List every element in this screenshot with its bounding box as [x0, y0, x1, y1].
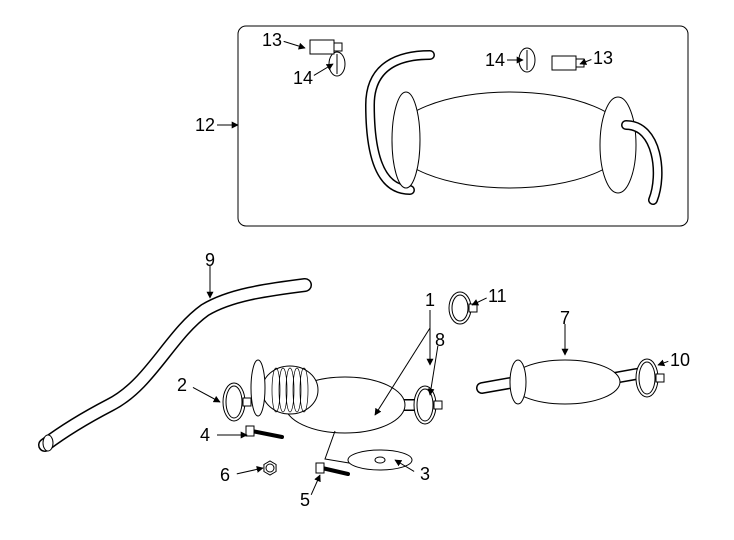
callout-leader: [658, 361, 668, 365]
front-converter-pipe: [251, 360, 425, 464]
clamp-8: [414, 386, 442, 424]
callout-label-10: 10: [670, 350, 690, 371]
callout-label-14a: 14: [293, 68, 313, 89]
callout-label-14b: 14: [485, 50, 505, 71]
nut-6: [264, 461, 276, 475]
bracket-13b: [552, 56, 584, 70]
callout-label-13b: 13: [593, 48, 613, 69]
clamp-11: [449, 292, 477, 324]
callout-leader: [193, 387, 220, 402]
muffler-assembly: [370, 55, 658, 200]
callout-leader: [430, 346, 438, 395]
bolt-5: [316, 463, 348, 474]
callout-label-9: 9: [205, 250, 215, 271]
catalytic-converter: [482, 360, 648, 404]
callout-label-11: 11: [488, 286, 507, 307]
gasket-2: [223, 383, 251, 421]
callout-label-2: 2: [177, 375, 187, 396]
callout-label-12: 12: [195, 115, 215, 136]
bolt-4: [246, 426, 282, 437]
callout-label-7: 7: [560, 308, 570, 329]
callout-leader: [472, 298, 487, 305]
callout-label-4: 4: [200, 425, 210, 446]
mount-14a: [329, 52, 345, 76]
callout-label-3: 3: [420, 464, 430, 485]
callout-label-8: 8: [435, 330, 445, 351]
callout-label-1: 1: [425, 290, 435, 311]
heat-shield-plate: [348, 450, 412, 470]
callout-leader: [311, 475, 320, 495]
callout-label-13a: 13: [262, 30, 282, 51]
callout-leader: [237, 468, 263, 474]
callout-label-5: 5: [300, 490, 310, 511]
callout-label-6: 6: [220, 465, 230, 486]
callout-leader: [284, 41, 305, 48]
